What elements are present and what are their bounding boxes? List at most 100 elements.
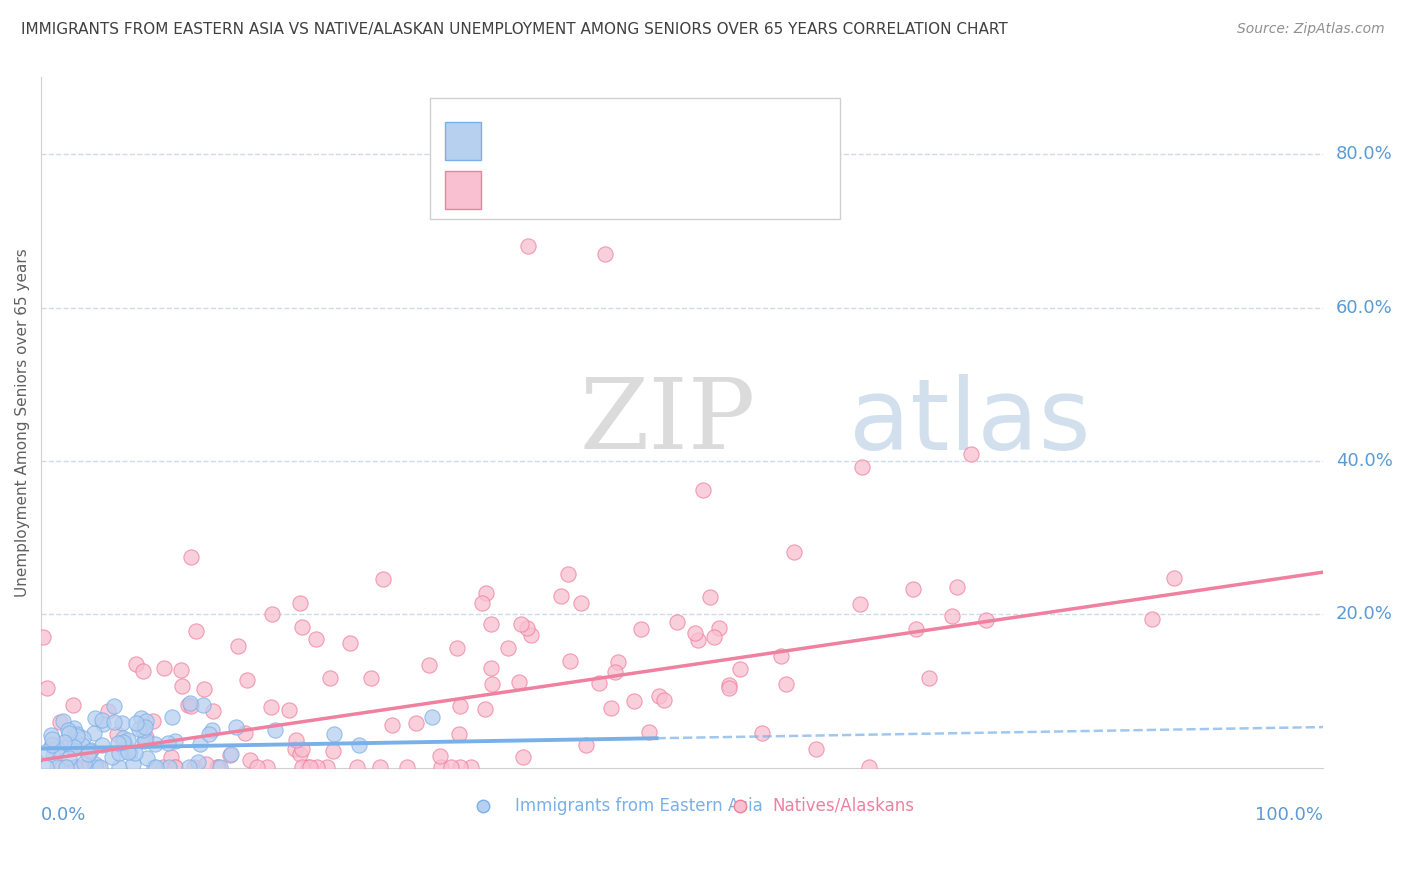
Point (63, 732, 86, 747)
Point (58, 738, 80, 752)
Point (307, 760, 329, 774)
Point (41, 737, 63, 751)
Point (430, 760, 453, 774)
Point (201, 723, 224, 738)
Point (157, 736, 180, 750)
Text: ZIP: ZIP (579, 375, 756, 470)
Point (165, 734, 187, 748)
Point (186, 624, 208, 638)
Point (851, 460, 873, 475)
Point (72, 738, 94, 752)
Point (62, 721, 84, 735)
Point (347, 738, 370, 752)
Point (290, 596, 312, 610)
Point (946, 580, 969, 594)
Point (103, 715, 125, 730)
Point (67, 760, 90, 774)
Point (751, 725, 773, 739)
Point (53, 735, 76, 749)
Point (77, 760, 100, 774)
Point (91, 738, 114, 752)
Point (128, 722, 150, 736)
Point (97, 704, 120, 718)
Text: 60.0%: 60.0% (1336, 299, 1393, 317)
Point (153, 661, 176, 675)
Point (46, 740, 69, 755)
Point (77, 747, 100, 762)
Point (107, 736, 129, 750)
Point (56, 760, 79, 774)
Point (299, 760, 322, 774)
Point (603, 665, 626, 679)
Point (84, 757, 107, 772)
Point (193, 698, 215, 713)
Point (728, 661, 751, 675)
Point (169, 663, 191, 677)
Point (1163, 571, 1185, 585)
Point (134, 731, 156, 746)
Point (157, 760, 180, 774)
Point (112, 735, 135, 749)
Point (297, 760, 319, 774)
Point (87, 760, 110, 774)
Point (623, 694, 645, 708)
Point (198, 727, 221, 741)
Point (321, 744, 343, 758)
Point (395, 760, 418, 774)
Point (588, 675, 610, 690)
Point (904, 622, 927, 636)
Y-axis label: Unemployment Among Seniors over 65 years: Unemployment Among Seniors over 65 years (15, 248, 30, 597)
Point (60, 739, 83, 754)
Point (134, 734, 156, 748)
Point (447, 727, 470, 741)
Point (316, 760, 339, 774)
Point (516, 621, 538, 635)
Point (46, 742, 69, 756)
Point (84, 710, 107, 724)
Point (600, 701, 623, 715)
Point (471, 595, 494, 609)
Point (370, 760, 392, 774)
Point (115, 742, 138, 756)
Text: atlas: atlas (849, 374, 1091, 471)
Point (142, 714, 165, 728)
Point (79, 744, 101, 758)
Point (179, 696, 201, 710)
Point (63, 739, 86, 754)
Point (80, 743, 103, 757)
Point (195, 756, 218, 771)
Point (718, 678, 741, 692)
Point (129, 710, 152, 724)
Point (132, 723, 155, 737)
Point (193, 681, 215, 696)
Point (183, 760, 205, 774)
Point (508, 674, 530, 689)
Point (235, 726, 257, 740)
Point (42, 748, 65, 763)
Point (381, 717, 404, 731)
Point (73, 756, 96, 771)
Point (91, 713, 114, 727)
Point (236, 673, 259, 688)
Point (108, 746, 131, 760)
Point (152, 760, 174, 774)
Point (84, 760, 107, 774)
Point (560, 654, 582, 668)
Point (117, 745, 139, 759)
Point (496, 640, 519, 655)
Point (226, 639, 249, 653)
Point (37, 681, 59, 695)
Point (49, 715, 72, 730)
Point (703, 630, 725, 644)
Point (111, 715, 134, 730)
Point (41, 731, 63, 746)
Point (108, 760, 131, 774)
Point (187, 756, 209, 770)
Point (783, 544, 806, 558)
Point (481, 677, 503, 691)
Point (66, 727, 89, 741)
Point (55, 760, 77, 774)
Point (117, 733, 139, 747)
Point (163, 760, 186, 774)
Point (284, 733, 307, 747)
